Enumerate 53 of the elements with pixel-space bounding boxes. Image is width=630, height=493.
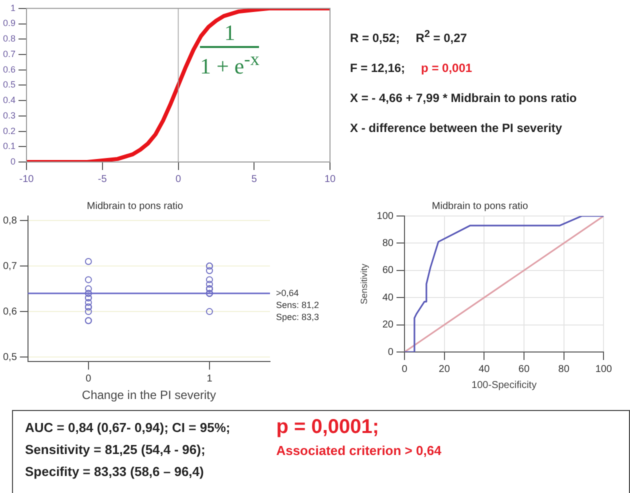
y-tick-label: 0	[10, 156, 16, 166]
x-tick-label: 0	[402, 364, 408, 375]
annotation: 1	[223, 20, 236, 46]
y-tick-label: 20	[382, 320, 394, 331]
x-axis-title: 100-Specificity	[472, 380, 537, 391]
x-axis-title: Change in the PI severity	[82, 388, 216, 402]
x-tick-label: 0	[175, 174, 182, 185]
chart-title: Midbrain to pons ratio	[432, 200, 529, 212]
y-tick-label: 0.7	[2, 48, 16, 59]
y-tick-label: 0.5	[2, 80, 16, 90]
y-tick-label: 100	[376, 210, 394, 222]
x-tick-label: 80	[558, 364, 570, 375]
y-tick-label: 0.6	[2, 64, 16, 74]
text: R$^{2}$ = 0,27	[416, 29, 467, 45]
x-tick-label: 40	[478, 364, 490, 375]
text: Associated criterion > 0,64	[276, 443, 442, 458]
y-tick-label: 0.3	[2, 110, 16, 120]
x-tick-label: 20	[438, 364, 450, 375]
text: Sensitivity = 81,25 (54,4 - 96);	[25, 442, 206, 457]
text: F = 12,16;	[350, 61, 406, 75]
ref-line-label: >0,64	[276, 288, 299, 298]
x-tick-label: -10	[19, 174, 34, 185]
text: Specifity = 83,33 (58,6 – 96,4)	[25, 464, 204, 479]
x-tick-label: -5	[98, 174, 108, 185]
y-tick-label: 0,5	[2, 352, 18, 363]
y-tick-label: 0,7	[2, 260, 18, 272]
x-tick-label: 60	[518, 364, 530, 375]
y-tick-label: 0.9	[2, 18, 16, 28]
text: p = 0,001	[421, 61, 472, 75]
text: X - difference between the PI severity	[350, 121, 562, 135]
text: Spec: 83,3	[276, 312, 320, 322]
y-tick-label: 1	[10, 2, 16, 13]
text: p = 0,0001;	[276, 416, 380, 438]
y-axis-title: Sensitivity	[358, 263, 369, 304]
y-tick-label: 0.2	[2, 126, 16, 136]
y-tick-label: 0,6	[2, 306, 18, 318]
y-tick-label: 0	[388, 346, 394, 358]
x-tick-label: 10	[324, 174, 336, 185]
annotation: 1 + e$^{-x}$	[200, 46, 260, 80]
y-tick-label: 0.8	[2, 34, 16, 44]
y-tick-label: 80	[382, 238, 394, 249]
text: Sens: 81,2	[276, 300, 320, 310]
y-tick-label: 0.4	[2, 95, 16, 106]
y-tick-label: 0.1	[2, 141, 16, 152]
chart-title: Midbrain to pons ratio	[86, 200, 184, 212]
text: AUC = 0,84 (0,67- 0,94); CI = 95%;	[25, 420, 230, 435]
y-tick-label: 40	[382, 292, 394, 304]
x-tick-label: 5	[251, 174, 258, 185]
text: X = - 4,66 + 7,99 * Midbrain to pons ratio	[350, 91, 577, 105]
text: R = 0,52;	[350, 31, 400, 45]
y-tick-label: 60	[382, 265, 394, 276]
x-tick-label: 100	[595, 364, 612, 375]
y-tick-label: 0,8	[2, 215, 18, 226]
